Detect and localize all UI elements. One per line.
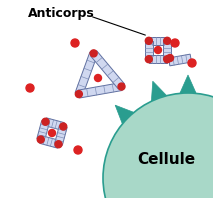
Circle shape bbox=[74, 146, 82, 154]
Polygon shape bbox=[149, 55, 167, 63]
Circle shape bbox=[49, 129, 56, 136]
Circle shape bbox=[145, 56, 152, 63]
Circle shape bbox=[154, 47, 161, 53]
Polygon shape bbox=[91, 51, 125, 89]
Polygon shape bbox=[78, 83, 122, 98]
Circle shape bbox=[71, 39, 79, 47]
Text: Anticorps: Anticorps bbox=[28, 7, 95, 19]
Circle shape bbox=[37, 136, 44, 143]
Polygon shape bbox=[145, 41, 153, 59]
Text: Cellule: Cellule bbox=[137, 152, 195, 168]
Circle shape bbox=[164, 37, 171, 44]
Circle shape bbox=[118, 83, 125, 90]
Circle shape bbox=[95, 74, 102, 82]
Circle shape bbox=[145, 37, 152, 44]
Circle shape bbox=[167, 54, 174, 62]
Polygon shape bbox=[45, 118, 64, 130]
Circle shape bbox=[188, 59, 196, 67]
Polygon shape bbox=[149, 37, 167, 45]
Circle shape bbox=[171, 39, 179, 47]
Circle shape bbox=[26, 84, 34, 92]
Circle shape bbox=[90, 50, 97, 57]
Circle shape bbox=[75, 90, 82, 98]
Polygon shape bbox=[151, 81, 166, 101]
Circle shape bbox=[55, 141, 62, 148]
Polygon shape bbox=[40, 136, 60, 148]
Polygon shape bbox=[75, 52, 97, 95]
Circle shape bbox=[42, 118, 49, 125]
Polygon shape bbox=[115, 105, 134, 124]
Circle shape bbox=[164, 56, 171, 63]
Polygon shape bbox=[168, 54, 191, 66]
Polygon shape bbox=[37, 121, 49, 141]
Polygon shape bbox=[180, 75, 196, 93]
Circle shape bbox=[103, 93, 213, 198]
Polygon shape bbox=[55, 126, 67, 145]
Circle shape bbox=[60, 123, 67, 130]
Polygon shape bbox=[163, 41, 171, 59]
